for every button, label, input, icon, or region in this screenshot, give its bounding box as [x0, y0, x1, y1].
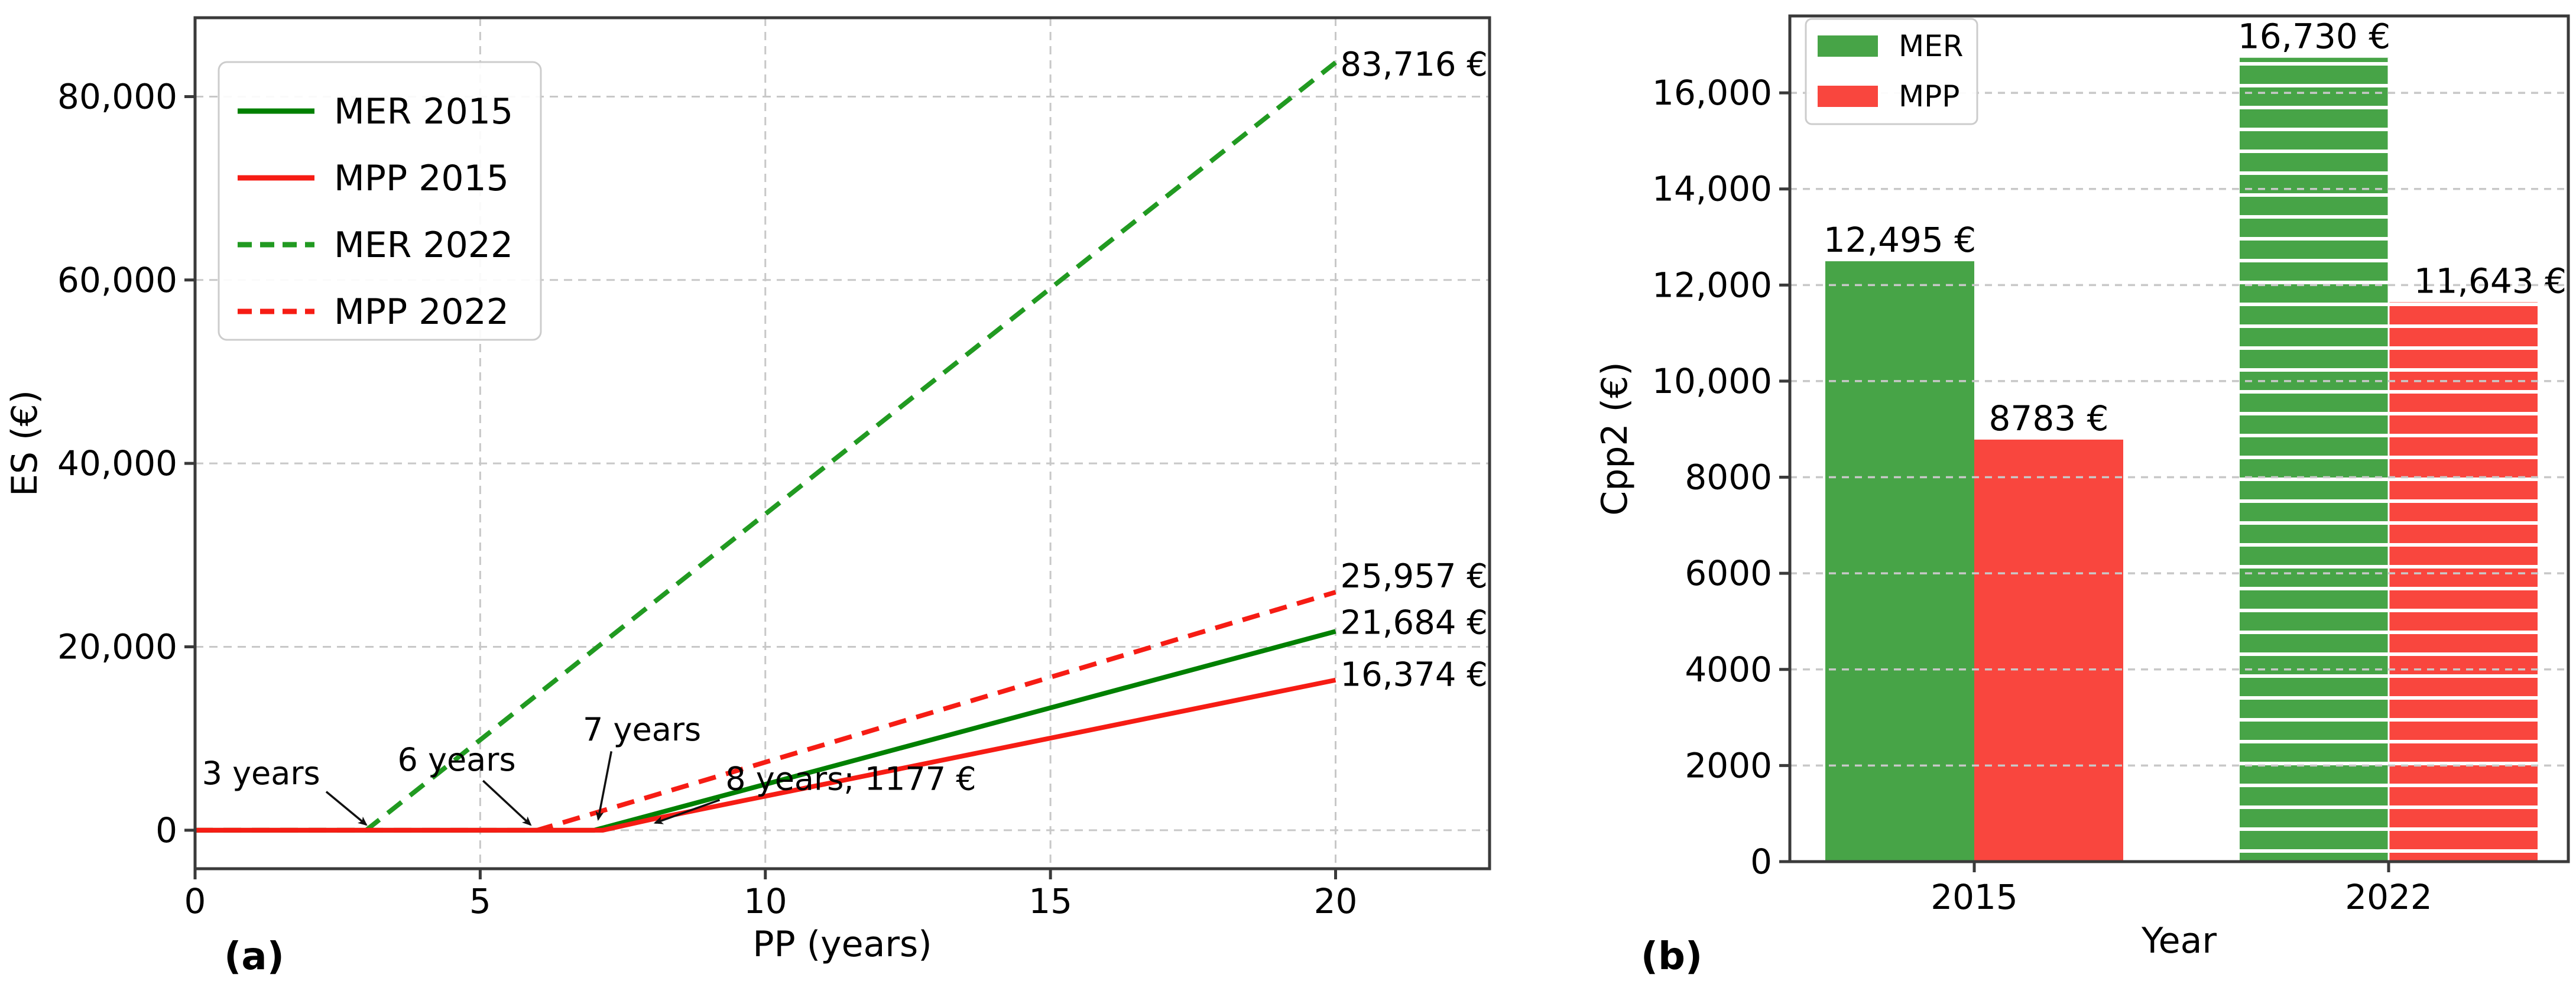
legend-label: MPP — [1899, 79, 1959, 113]
y-tick-label: 0 — [1750, 842, 1772, 882]
annotation-arrow — [595, 751, 612, 821]
y-axis-label: ES (€) — [4, 390, 46, 496]
annotation-text: 3 years — [202, 755, 320, 792]
panel-a-label: (a) — [224, 935, 284, 979]
x-tick-label: 5 — [469, 881, 491, 921]
legend-label: MER 2015 — [334, 91, 513, 132]
bar-value-label: 16,730 € — [2238, 17, 2390, 57]
legend-swatch — [1818, 35, 1878, 57]
legend-label: MER 2022 — [334, 225, 513, 266]
legend-box — [218, 61, 542, 341]
x-tick-label: 15 — [1029, 881, 1072, 921]
y-tick-label: 6000 — [1685, 553, 1772, 593]
x-tick-label: 10 — [744, 881, 787, 921]
panel-b-label: (b) — [1640, 935, 1703, 979]
y-tick-label: 80,000 — [57, 76, 177, 116]
y-tick-label: 14,000 — [1652, 169, 1772, 209]
end-value-label: 21,684 € — [1341, 603, 1488, 642]
legend-label: MPP 2022 — [334, 291, 509, 333]
x-axis-label: PP (years) — [752, 924, 932, 965]
bar-value-label: 8783 € — [1989, 398, 2109, 438]
y-tick-label: 40,000 — [57, 443, 177, 483]
y-tick-label: 8000 — [1685, 457, 1772, 498]
annotation-arrow — [653, 798, 721, 824]
bar-hatch-overlay — [2240, 57, 2389, 862]
y-tick-label: 60,000 — [57, 260, 177, 300]
x-tick-label: 20 — [1314, 881, 1358, 921]
bar-chart-svg: 12,495 € 16,730 € 8783 € 11,643 € 2015 2022 0 2… — [1594, 14, 2570, 961]
bar-value-label: 11,643 € — [2414, 261, 2567, 301]
x-tick-label: 2022 — [2345, 877, 2432, 917]
x-tick-label: 2015 — [1931, 877, 2018, 917]
y-tick-label: 2000 — [1685, 745, 1772, 785]
axes-frame-b — [1788, 14, 2570, 863]
x-tick-label: 0 — [184, 881, 206, 921]
y-tick-label: 20,000 — [57, 626, 177, 667]
end-value-label: 16,374 € — [1341, 656, 1488, 694]
legend-a: MER 2015 MPP 2015 MER 2022 MPP 2022 — [218, 61, 542, 341]
bar-2015-mer — [1825, 261, 1974, 862]
line-chart-svg: 83,716 € 25,957 € 21,684 € 16,374 € 3 years 6… — [4, 16, 1491, 965]
bar-2015-mpp — [1974, 439, 2123, 862]
y-tick-label: 4000 — [1685, 649, 1772, 690]
end-value-label: 25,957 € — [1341, 557, 1488, 596]
bar-value-label: 12,495 € — [1824, 220, 1976, 260]
annotation-text: 8 years; 1177 € — [725, 761, 976, 798]
bar-hatch-overlay — [2389, 302, 2538, 862]
axes-frame-a — [193, 16, 1491, 870]
end-value-label: 83,716 € — [1341, 46, 1488, 84]
x-axis-label: Year — [2141, 920, 2217, 961]
y-tick-label: 16,000 — [1652, 73, 1772, 113]
y-tick-label: 10,000 — [1652, 361, 1772, 401]
y-axis-label: Cpp2 (€) — [1594, 362, 1636, 515]
series-line-mpp-2015 — [195, 677, 1336, 833]
legend-label: MPP 2015 — [334, 158, 509, 199]
annotation-arrow — [325, 791, 368, 826]
legend-label: MER — [1899, 29, 1963, 63]
legend-b: MER MPP — [1805, 18, 1978, 125]
annotation-text: 6 years — [397, 741, 515, 778]
annotation-text: 7 years — [583, 711, 701, 748]
annotation-arrow — [482, 779, 532, 826]
legend-swatch — [1818, 86, 1878, 107]
y-tick-label: 0 — [155, 810, 177, 850]
y-tick-label: 12,000 — [1652, 265, 1772, 305]
